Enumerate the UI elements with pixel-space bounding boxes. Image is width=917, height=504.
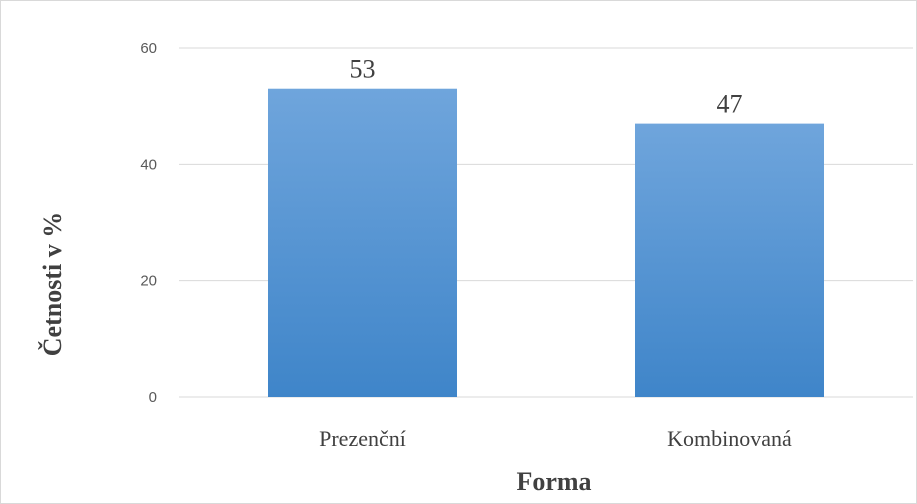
bar-kombinovana (634, 123, 825, 397)
x-axis-categories: Prezenční Kombinovaná (319, 426, 792, 451)
data-label: 53 (350, 55, 376, 84)
y-tick-label: 40 (140, 156, 157, 173)
x-category-label: Kombinovaná (667, 426, 792, 451)
y-axis-ticks: 0 20 40 60 (140, 40, 157, 406)
x-category-label: Prezenční (319, 426, 406, 451)
data-label: 47 (717, 90, 743, 119)
y-axis-title: Četnosti v % (38, 212, 67, 356)
data-labels: 53 47 (350, 55, 743, 119)
x-axis-title: Forma (516, 467, 591, 496)
bars (267, 88, 825, 397)
bar-prezencni (267, 88, 458, 397)
y-tick-label: 0 (149, 389, 157, 406)
y-tick-label: 20 (140, 273, 157, 290)
y-tick-label: 60 (140, 40, 157, 57)
